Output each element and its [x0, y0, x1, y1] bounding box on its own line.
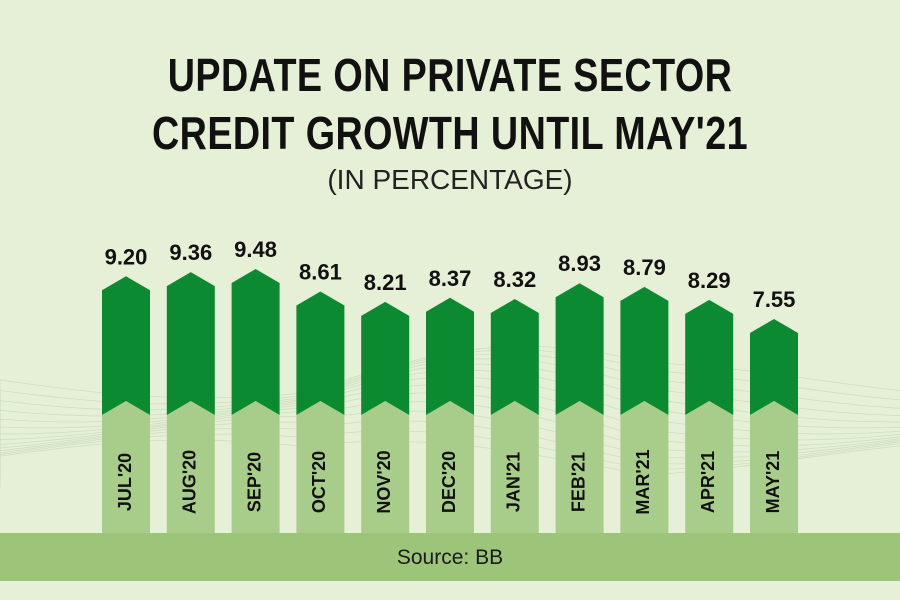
- category-label: DEC'20: [439, 451, 459, 513]
- bar-lower-segment: [685, 401, 734, 533]
- bar: [102, 276, 150, 415]
- bar-lower-segment: [426, 401, 474, 533]
- value-labels-group: 9.20 9.36 9.48 8.61 8.21 8.37 8.32 8.93 8.79 8.29…: [105, 237, 796, 312]
- category-label: SEP'20: [244, 452, 264, 512]
- bar-lower-segment: [102, 401, 150, 533]
- bars-group: [102, 269, 798, 533]
- bar: [166, 272, 215, 415]
- chart-subtitle: (IN PERCENTAGE): [327, 164, 573, 195]
- bar: [490, 299, 539, 415]
- bar-value-label: 7.55: [753, 287, 796, 312]
- bar-lower-segment: [555, 401, 604, 533]
- bar-value-label: 9.20: [105, 244, 148, 269]
- bar-value-label: 8.21: [364, 270, 407, 295]
- category-label: NOV'20: [374, 450, 394, 513]
- bar-value-label: 9.48: [234, 237, 277, 262]
- chart-title-line-1: UPDATE ON PRIVATE SECTOR: [167, 49, 733, 101]
- bar: [685, 299, 734, 415]
- bar: [750, 319, 798, 415]
- bar-lower-segment: [361, 401, 410, 533]
- bar-value-label: 8.32: [493, 267, 536, 292]
- bar: [620, 286, 669, 415]
- bar-value-label: 8.93: [558, 251, 601, 276]
- bar-lower-segment: [166, 401, 215, 533]
- source-note: Source: BB: [396, 546, 504, 569]
- category-label: JAN'21: [504, 452, 524, 512]
- source-footer-band: [0, 533, 900, 581]
- chart-title-line-2: CREDIT GROWTH UNTIL MAY'21: [152, 107, 748, 159]
- bar-value-label: 9.36: [169, 240, 212, 265]
- category-label: MAR'21: [633, 449, 653, 514]
- bar-value-label: 8.37: [429, 266, 472, 291]
- bar-value-label: 8.79: [623, 255, 666, 280]
- bar: [361, 301, 410, 415]
- category-label: MAY'21: [763, 451, 783, 514]
- bottom-strip: [0, 581, 900, 600]
- bar-lower-segment: [231, 401, 280, 533]
- bar-value-label: 8.61: [299, 260, 342, 285]
- bar-lower-segment: [490, 401, 539, 533]
- category-label: JUL'20: [115, 453, 135, 511]
- bar-lower-segment: [620, 401, 669, 533]
- bar: [426, 297, 474, 415]
- category-label: OCT'20: [309, 451, 329, 513]
- bar-lower-segment: [296, 401, 345, 533]
- category-labels-group: JUL'20 AUG'20 SEP'20 OCT'20 NOV'20 DEC'20 JAN'…: [115, 449, 783, 514]
- bar-value-label: 8.29: [688, 268, 731, 293]
- bar: [231, 269, 280, 415]
- category-label: AUG'20: [180, 450, 200, 514]
- bar: [555, 283, 604, 415]
- category-label: FEB'21: [568, 452, 588, 512]
- bar: [296, 291, 345, 415]
- category-label: APR'21: [698, 451, 718, 513]
- bar-lower-segment: [750, 401, 798, 533]
